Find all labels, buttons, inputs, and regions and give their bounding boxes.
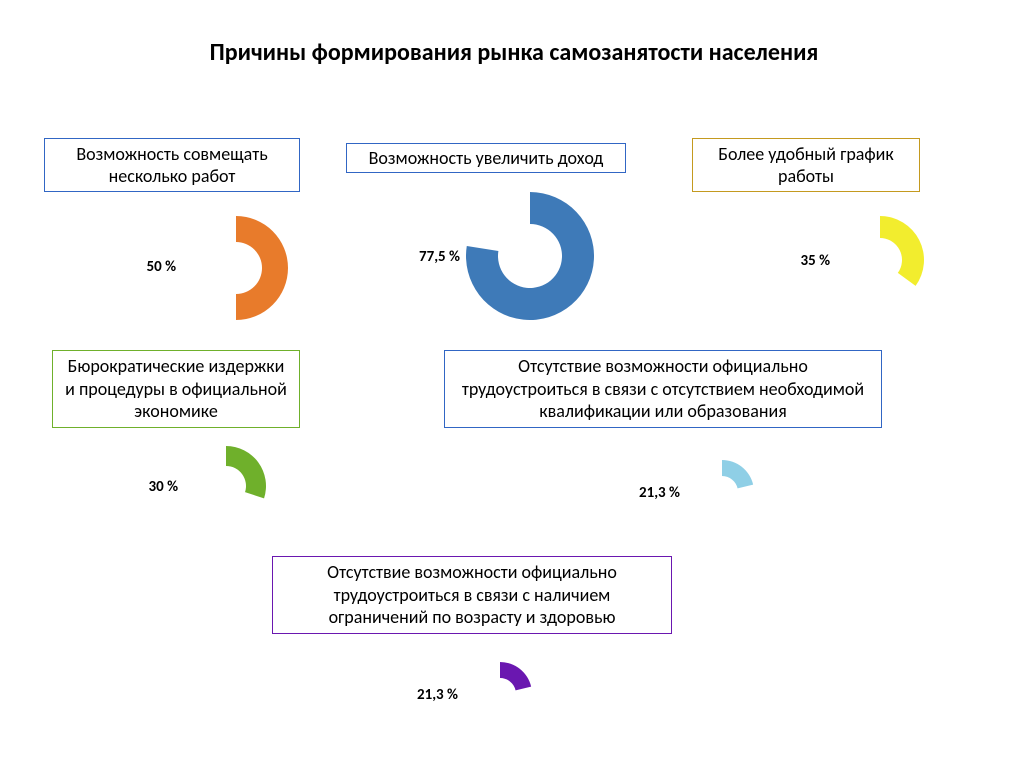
label-box-qualification: Отсутствие возможности официально трудоу… bbox=[444, 350, 882, 428]
donut-increase-income bbox=[464, 190, 596, 327]
pct-label-bureaucracy: 30 % bbox=[134, 478, 178, 496]
label-box-schedule: Более удобный график работы bbox=[692, 138, 920, 192]
pct-label-schedule: 35 % bbox=[786, 252, 830, 270]
pct-label-age-health: 21,3 % bbox=[404, 686, 458, 704]
donut-bureaucracy bbox=[184, 444, 268, 533]
donut-schedule bbox=[834, 214, 926, 311]
page: Причины формирования рынка самозанятости… bbox=[0, 0, 1028, 762]
donut-age-health bbox=[466, 660, 534, 733]
label-box-age-health: Отсутствие возможности официально трудоу… bbox=[272, 556, 672, 634]
page-title: Причины формирования рынка самозанятости… bbox=[0, 38, 1028, 67]
donut-qualification bbox=[688, 458, 756, 531]
donut-combine-jobs bbox=[182, 214, 290, 327]
pct-label-combine-jobs: 50 % bbox=[128, 258, 176, 276]
pct-label-increase-income: 77,5 % bbox=[406, 248, 460, 266]
pct-label-qualification: 21,3 % bbox=[626, 484, 680, 502]
label-box-increase-income: Возможность увеличить доход bbox=[346, 143, 626, 173]
label-box-bureaucracy: Бюрократические издержки и процедуры в о… bbox=[52, 350, 300, 428]
label-box-combine-jobs: Возможность совмещать несколько работ bbox=[44, 138, 300, 192]
